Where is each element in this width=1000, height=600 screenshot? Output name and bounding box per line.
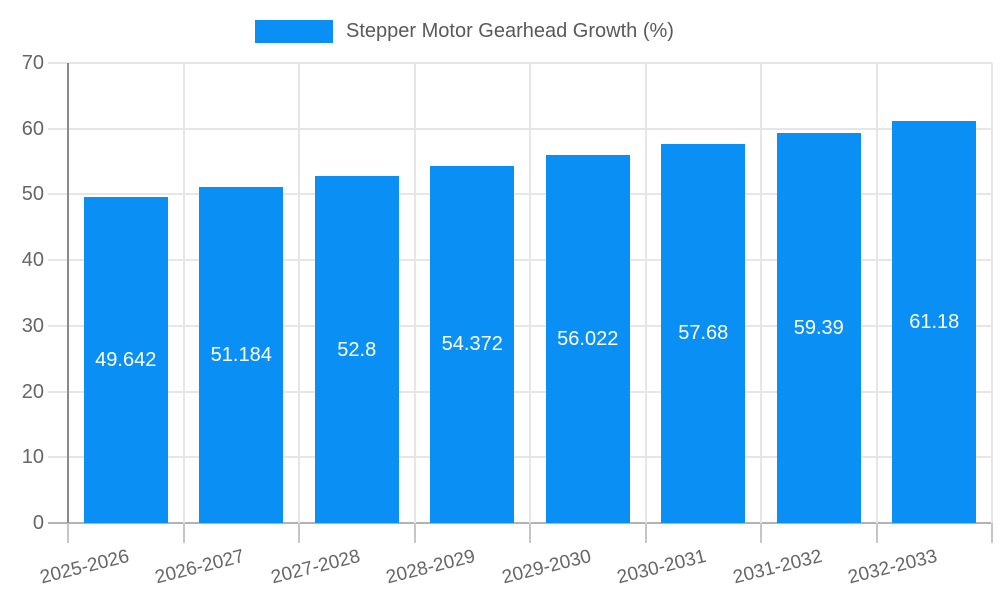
- x-axis-line: [48, 522, 992, 524]
- legend-swatch-icon: [255, 20, 333, 43]
- legend-label: Stepper Motor Gearhead Growth (%): [346, 20, 674, 42]
- y-gridline: [48, 127, 992, 130]
- x-tick: [67, 523, 69, 543]
- y-tick-label: 70: [21, 52, 44, 74]
- bar-value-label: 59.39: [793, 316, 844, 339]
- bar[interactable]: [314, 176, 399, 523]
- y-gridline: [48, 324, 992, 327]
- y-tick-label: 30: [21, 314, 44, 337]
- x-gridline: [182, 63, 185, 523]
- y-tick-label: 40: [21, 249, 44, 272]
- bar-value-label: 54.372: [441, 333, 503, 356]
- x-tick: [529, 523, 531, 543]
- bar-value-label: 57.68: [678, 322, 729, 345]
- bar[interactable]: [83, 196, 168, 523]
- x-tick: [182, 523, 185, 543]
- y-gridline: [48, 193, 992, 196]
- x-gridline: [298, 63, 300, 523]
- y-tick-label: 20: [21, 380, 44, 403]
- x-tick: [298, 523, 300, 543]
- bar-value-label: 56.022: [557, 327, 619, 350]
- x-tick: [413, 523, 416, 543]
- y-gridline: [48, 259, 992, 262]
- bar[interactable]: [199, 186, 284, 523]
- x-gridline: [875, 63, 878, 523]
- x-gridline: [529, 63, 531, 523]
- x-gridline: [760, 63, 762, 523]
- bar-value-label: 51.184: [210, 343, 272, 366]
- y-tick-label: 50: [21, 183, 44, 206]
- bar-value-label: 52.8: [337, 338, 377, 361]
- bar-value-label: 49.642: [95, 348, 157, 371]
- x-tick: [760, 523, 762, 543]
- x-gridline: [413, 63, 416, 523]
- bar[interactable]: [661, 143, 746, 523]
- bar[interactable]: [776, 132, 861, 523]
- bar[interactable]: [545, 154, 630, 523]
- y-tick-label: 10: [21, 446, 44, 469]
- bar-value-label: 61.18: [909, 310, 960, 333]
- x-tick: [875, 523, 878, 543]
- y-tick-label: 60: [21, 117, 44, 140]
- bar[interactable]: [892, 120, 977, 523]
- y-tick-label: 0: [32, 512, 44, 534]
- y-gridline: [48, 62, 992, 64]
- legend[interactable]: Stepper Motor Gearhead Growth (%): [0, 0, 1000, 50]
- y-gridline: [48, 456, 992, 459]
- x-gridline: [991, 63, 993, 523]
- bar[interactable]: [430, 165, 515, 523]
- x-tick: [644, 523, 647, 543]
- y-gridline: [48, 390, 992, 393]
- x-tick: [991, 523, 993, 543]
- y-axis-line: [67, 63, 69, 523]
- x-gridline: [644, 63, 647, 523]
